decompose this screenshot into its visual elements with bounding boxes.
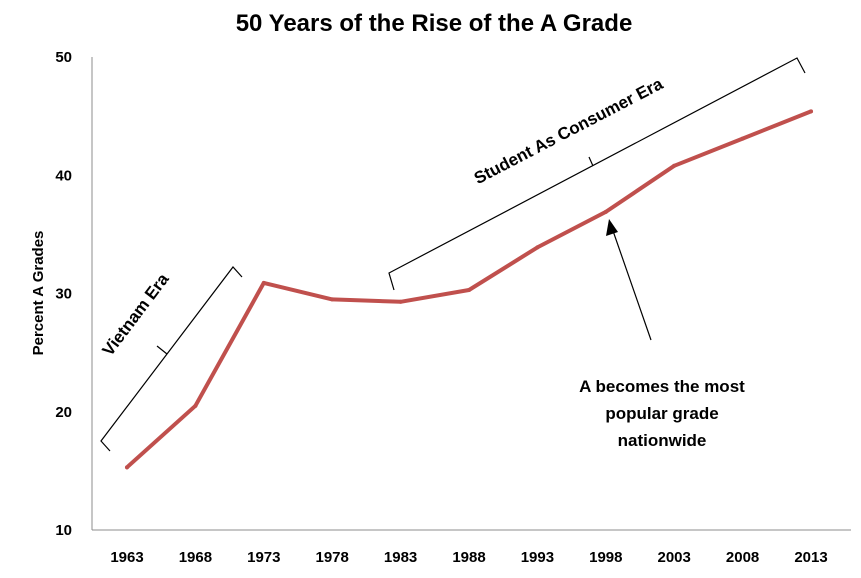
data-point [330,297,335,302]
x-tick-label: 1978 [316,549,349,566]
x-tick-label: 1993 [521,549,554,566]
data-point [740,136,745,141]
y-tick-label: 50 [55,49,72,66]
popular-grade-line-1: A becomes the most [579,377,745,396]
y-tick-label: 10 [55,522,72,539]
data-point [672,163,677,168]
consumer-era-bracket: Student As Consumer Era [388,57,806,291]
data-point [398,299,403,304]
data-point [809,109,813,114]
x-tick-label: 1973 [247,549,280,566]
data-point [261,280,266,285]
series-group [125,109,813,470]
data-point [603,209,608,214]
data-point [193,403,198,408]
x-tick-label: 2013 [794,549,827,566]
x-tick-label: 1998 [589,549,622,566]
y-tick-label: 30 [55,286,72,303]
consumer-era-label: Student As Consumer Era [471,74,667,188]
vietnam-era-label: Vietnam Era [99,269,173,359]
y-axis-label: Percent A Grades [30,231,47,356]
x-tick-labels: 1963 1968 1973 1978 1983 1988 1993 1998 2003 2008… [110,549,827,566]
x-tick-label: 1963 [110,549,143,566]
x-tick-label: 1983 [384,549,417,566]
popular-grade-line-3: nationwide [618,431,707,450]
x-tick-label: 2003 [658,549,691,566]
data-point [125,465,129,470]
data-point [535,245,540,250]
popular-grade-arrow [606,219,652,341]
data-point [467,287,471,292]
chart-title: 50 Years of the Rise of the A Grade [236,10,633,37]
x-tick-label: 1968 [179,549,212,566]
y-tick-labels: 10 20 30 40 50 [55,49,72,539]
x-tick-label: 1988 [452,549,485,566]
x-tick-label: 2008 [726,549,759,566]
y-tick-label: 40 [55,167,72,184]
y-tick-label: 20 [55,404,72,421]
popular-grade-line-2: popular grade [605,404,718,423]
